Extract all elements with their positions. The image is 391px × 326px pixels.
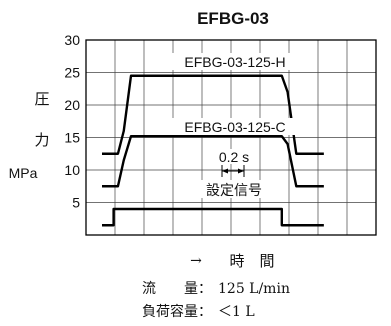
y-tick-label: 15 bbox=[64, 130, 80, 146]
y-tick-label: 25 bbox=[64, 65, 80, 81]
y-tick-labels: 5 10 15 20 25 30 bbox=[64, 32, 80, 211]
y-tick-label: 30 bbox=[64, 32, 80, 48]
series-lines bbox=[102, 74, 324, 227]
time-scale-marker bbox=[221, 165, 245, 177]
series-line-3 bbox=[102, 207, 324, 227]
series-label-c: EFBG-03-125-C bbox=[184, 119, 285, 135]
series-line-1 bbox=[102, 74, 324, 155]
y-unit: MPa bbox=[9, 165, 38, 181]
y-tick-label: 5 bbox=[72, 195, 80, 211]
y-tick-label: 10 bbox=[64, 162, 80, 178]
capacity-label: 負荷容量： bbox=[142, 303, 212, 320]
xaxis-arrow: → bbox=[190, 253, 202, 269]
label-bg-time bbox=[216, 149, 252, 164]
grid bbox=[86, 39, 376, 235]
y-tick-label: 20 bbox=[64, 97, 80, 113]
time-scale-label: 0.2 s bbox=[219, 149, 249, 165]
label-bg-h bbox=[167, 53, 303, 70]
xlabel: 時 間 bbox=[229, 252, 274, 270]
ylabel-char-1: 圧 bbox=[34, 90, 49, 108]
signal-label: 設定信号 bbox=[206, 183, 262, 199]
ylabel-char-2: 力 bbox=[34, 131, 49, 149]
flow-value: 125 L/min bbox=[218, 281, 290, 297]
label-bg-signal bbox=[193, 180, 275, 198]
series-label-h: EFBG-03-125-H bbox=[184, 54, 285, 70]
label-bg-c bbox=[167, 118, 303, 135]
chart-title: EFBG-03 bbox=[197, 9, 269, 28]
capacity-value: ＜1 L bbox=[218, 304, 255, 320]
plot-frame bbox=[85, 39, 377, 236]
series-line-2 bbox=[102, 134, 324, 188]
flow-label: 流 量： bbox=[142, 281, 212, 297]
